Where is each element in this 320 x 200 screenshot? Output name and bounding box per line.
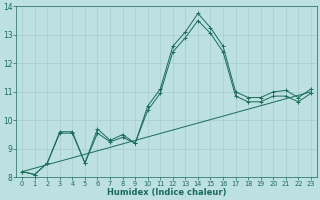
X-axis label: Humidex (Indice chaleur): Humidex (Indice chaleur) (107, 188, 226, 197)
